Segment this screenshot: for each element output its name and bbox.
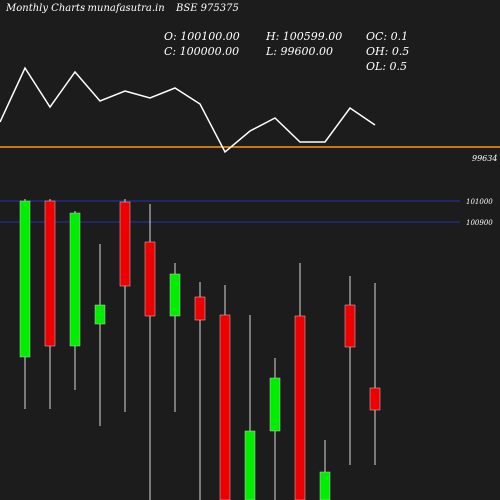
candle-body-9 [244, 430, 256, 500]
high-value: H: 100599.00 [266, 30, 343, 43]
low-value: L: 99600.00 [266, 45, 333, 58]
oh-value: OH: 0.5 [366, 45, 410, 58]
candle-body-2 [69, 212, 81, 347]
tick-label-101000: 101000 [466, 198, 493, 206]
candle-body-3 [94, 304, 106, 325]
close-value: C: 100000.00 [164, 45, 240, 58]
candle-body-7 [194, 296, 206, 321]
candle-body-10 [269, 377, 281, 432]
candlestick-series [19, 199, 381, 500]
ol-value: OL: 0.5 [366, 60, 408, 73]
candle-body-1 [44, 200, 56, 347]
candle-body-6 [169, 273, 181, 317]
candle-body-12 [319, 471, 331, 500]
oc-value: OC: 0.1 [366, 30, 409, 43]
candle-body-14 [369, 387, 381, 411]
candle-body-13 [344, 304, 356, 348]
tick-label-100900: 100900 [466, 219, 493, 227]
candle-body-0 [19, 200, 31, 358]
close-line-series [0, 66, 376, 154]
open-value: O: 100100.00 [164, 30, 240, 43]
reference-line-label: 99634 [472, 154, 497, 163]
candle-body-11 [294, 315, 306, 500]
close-line [0, 66, 376, 154]
symbol-label: BSE 975375 [176, 3, 239, 14]
site-title: Monthly Charts [6, 3, 86, 14]
site-domain: - munafasutra.in [81, 3, 165, 14]
candle-body-5 [144, 241, 156, 317]
candle-body-4 [119, 201, 131, 287]
candle-body-8 [219, 314, 231, 500]
